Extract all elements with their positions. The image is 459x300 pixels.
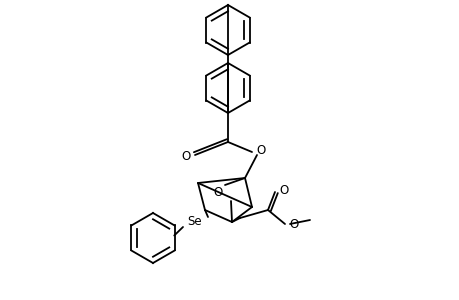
Text: O: O xyxy=(181,149,190,163)
Text: O: O xyxy=(289,218,298,232)
Text: O: O xyxy=(256,145,265,158)
Text: O: O xyxy=(279,184,288,196)
Text: O: O xyxy=(213,187,222,200)
Text: Se: Se xyxy=(187,215,202,229)
